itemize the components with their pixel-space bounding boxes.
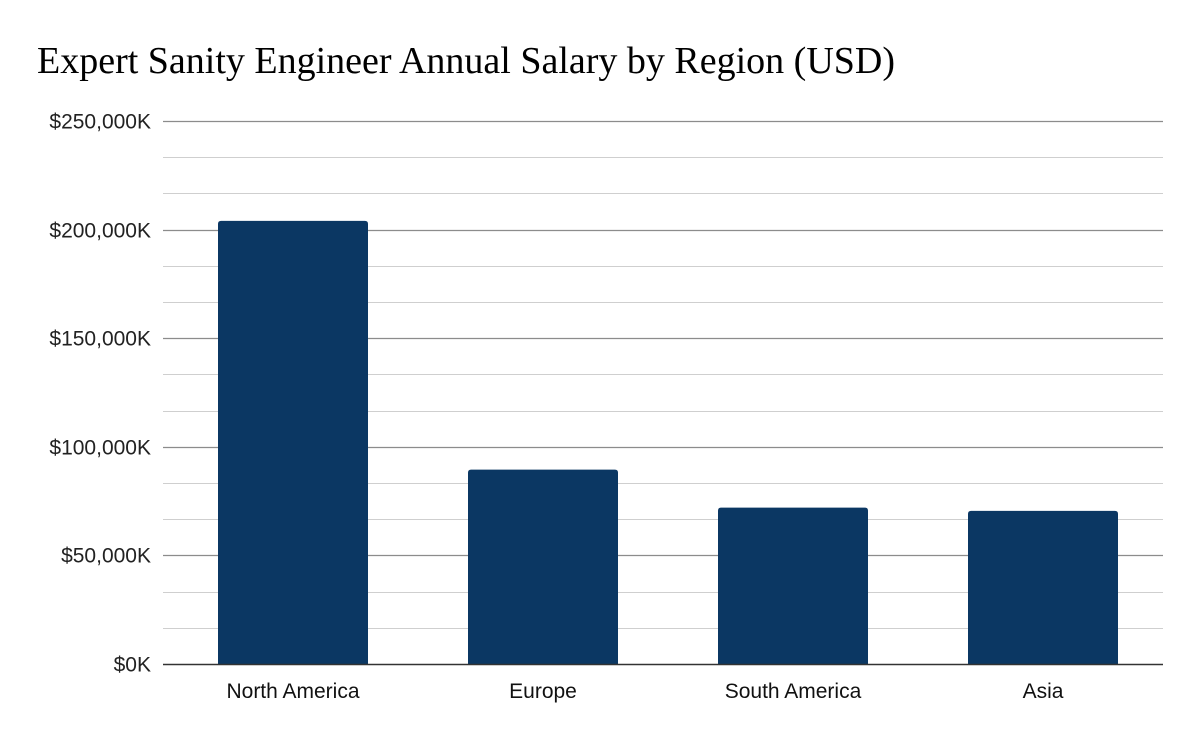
bar-europe [468, 469, 618, 664]
y-tick-label: $100,000K [49, 437, 151, 460]
x-tick-label: Asia [1023, 680, 1064, 703]
tick-labels: $0K $50,000K $100,000K $150,000K $200,000K $2… [49, 111, 1063, 704]
y-tick-label: $200,000K [49, 220, 151, 243]
y-tick-label: $0K [114, 654, 151, 677]
x-tick-label: Europe [509, 680, 577, 703]
y-tick-label: $150,000K [49, 328, 151, 351]
x-tick-label: North America [226, 680, 359, 703]
bar-south-america [718, 507, 868, 664]
bar-north-america [218, 220, 368, 665]
x-tick-label: South America [725, 680, 862, 703]
chart-title: Expert Sanity Engineer Annual Salary by … [37, 40, 895, 82]
y-tick-label: $50,000K [61, 545, 151, 568]
bar-asia [968, 510, 1118, 664]
y-tick-label: $250,000K [49, 111, 151, 134]
bars [218, 220, 1118, 665]
